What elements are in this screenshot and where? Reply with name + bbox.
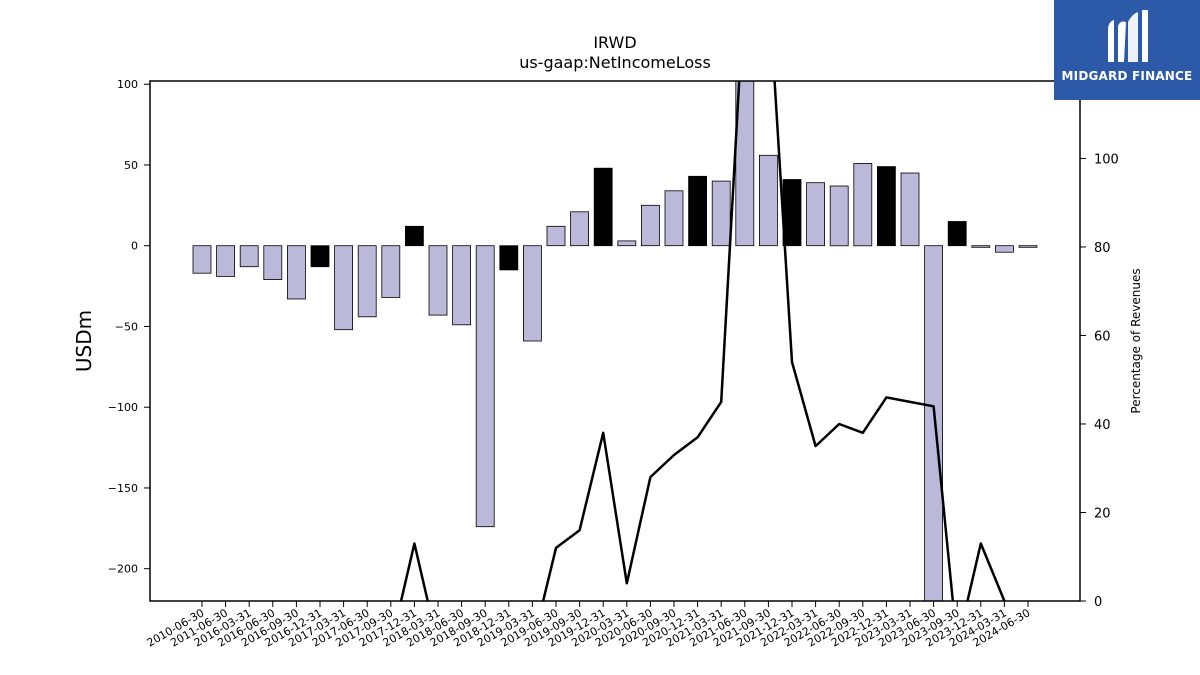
bar-2020-09-30: [664, 190, 684, 247]
line-layer: [399, 81, 1007, 601]
bar-2022-03-31: [806, 182, 825, 247]
bar-2017-06-30: [357, 245, 377, 318]
y2-tick-label: 20: [1094, 506, 1111, 521]
bar-2017-12-31: [404, 225, 424, 247]
bar-2023-06-30: [924, 245, 943, 601]
y-axis-label: USDm: [72, 310, 96, 372]
bar-2018-09-30: [475, 245, 495, 528]
y-tick-label: 0: [131, 240, 138, 253]
chart-subtitle: us-gaap:NetIncomeLoss: [519, 53, 711, 72]
bar-2016-09-30: [286, 245, 306, 300]
y2-axis-label: Percentage of Revenues: [1129, 268, 1143, 413]
y2-tick-label: 0: [1094, 595, 1102, 610]
bar-2016-12-31: [310, 245, 330, 268]
bar-2020-03-31: [617, 240, 637, 247]
bar-2019-09-30: [570, 211, 589, 247]
y2-tick-label: 100: [1094, 152, 1119, 167]
y-tick-label: −50: [115, 320, 138, 333]
bar-2018-03-31: [428, 245, 448, 316]
bar-2022-06-30: [829, 185, 849, 247]
bar-2019-12-31: [593, 167, 613, 247]
bar-2020-12-31: [688, 175, 707, 247]
bar-2023-12-31: [971, 245, 991, 248]
bar-2020-06-30: [641, 204, 660, 247]
y-tick-label: −200: [108, 563, 138, 576]
chart-title: IRWD: [593, 33, 636, 52]
bar-2023-03-31: [900, 172, 920, 247]
bar-2022-12-31: [877, 166, 896, 247]
bar-2016-03-31: [239, 245, 259, 268]
pct-revenues-line: [399, 542, 430, 601]
bar-2019-03-31: [523, 245, 542, 342]
bar-2011-06-30: [216, 245, 236, 277]
y-tick-label: −150: [108, 482, 138, 495]
y2-tick-label: 60: [1094, 329, 1111, 344]
bar-2021-09-30: [759, 154, 778, 247]
y2-tick-label: 80: [1094, 241, 1111, 256]
midgard-finance-logo: MIDGARD FINANCE: [1054, 0, 1200, 100]
y-tick-label: 50: [124, 159, 138, 172]
bar-2021-12-31: [782, 179, 802, 247]
bar-2023-09-30: [947, 221, 967, 247]
pct-revenues-line: [541, 81, 1007, 601]
y-tick-label: −100: [108, 401, 138, 414]
bar-2019-06-30: [546, 225, 566, 247]
axes-layer: 100500−50−100−150−2000204060801002010-06…: [108, 78, 1119, 649]
bar-2024-03-31: [995, 245, 1014, 253]
bar-2022-09-30: [853, 162, 873, 247]
brand-name: MIDGARD FINANCE: [1061, 69, 1193, 83]
bars-layer: [192, 81, 1038, 601]
bar-2021-03-31: [711, 180, 731, 247]
bar-2018-06-30: [452, 245, 472, 326]
bar-2017-09-30: [381, 245, 401, 298]
bar-2010-06-30: [192, 245, 212, 274]
midgard-logo-icon: [1108, 10, 1148, 62]
y-tick-label: 100: [117, 78, 138, 91]
bar-2016-06-30: [263, 245, 283, 280]
y2-tick-label: 40: [1094, 418, 1111, 433]
bar-2018-12-31: [499, 245, 519, 271]
bar-2017-03-31: [334, 245, 354, 331]
plot-frame: [149, 80, 1081, 602]
bar-2024-06-30: [1018, 245, 1038, 248]
